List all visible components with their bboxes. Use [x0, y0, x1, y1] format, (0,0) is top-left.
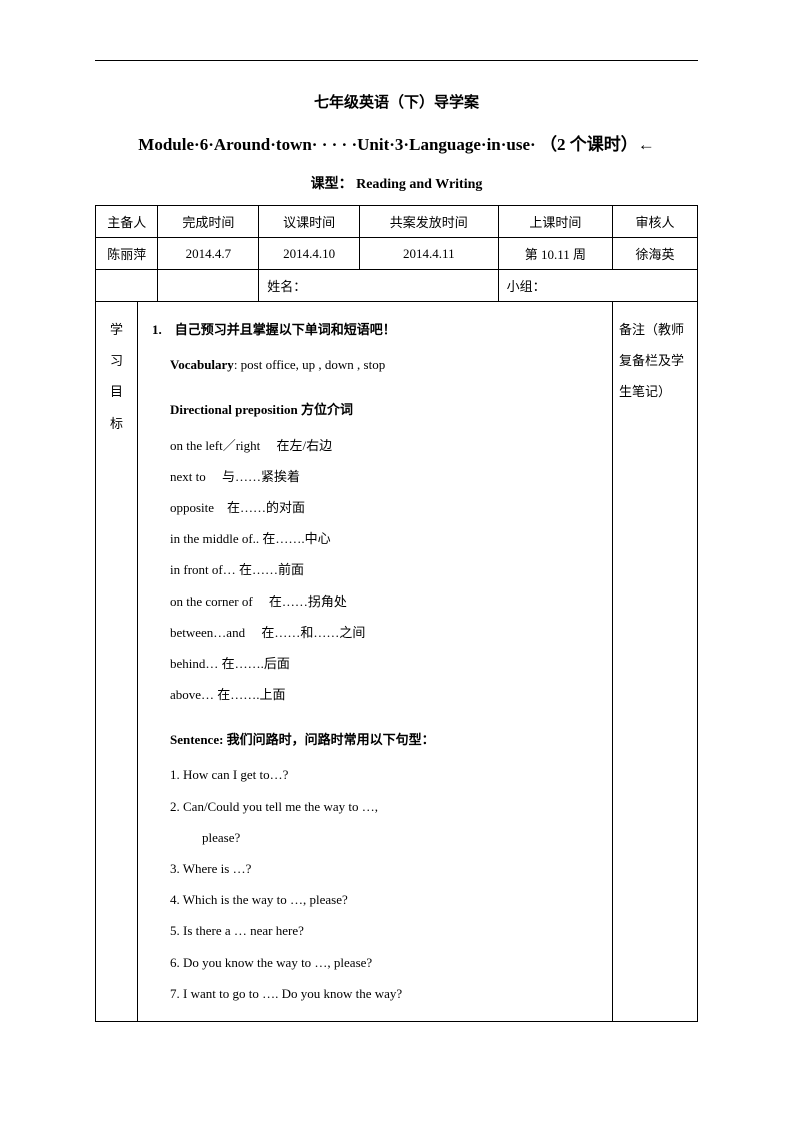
table-data-row: 陈丽萍 2014.4.7 2014.4.10 2014.4.11 第 10.11…	[96, 238, 698, 270]
header-class-time: 上课时间	[498, 206, 612, 238]
sentence-0: 1. How can I get to…?	[152, 759, 602, 790]
data-preparer: 陈丽萍	[96, 238, 158, 270]
header-preparer: 主备人	[96, 206, 158, 238]
course-type-label: 课型：	[311, 177, 353, 192]
prep-line-5: on the corner of 在……拐角处	[152, 586, 602, 617]
prep-line-3: in the middle of.. 在…….中心	[152, 523, 602, 554]
sentence-7: 7. I want to go to …. Do you know the wa…	[152, 978, 602, 1009]
prep-line-6: between…and 在……和……之间	[152, 617, 602, 648]
data-reviewer: 徐海英	[613, 238, 698, 270]
notes-line-1: 备注（教师	[619, 314, 691, 345]
data-complete-time: 2014.4.7	[158, 238, 259, 270]
prep-line-2: opposite 在……的对面	[152, 492, 602, 523]
sentence-1: 2. Can/Could you tell me the way to …,	[152, 791, 602, 822]
data-discuss-time: 2014.4.10	[259, 238, 360, 270]
header-discuss-time: 议课时间	[259, 206, 360, 238]
vocab-label: Vocabulary	[170, 357, 234, 372]
main-table: 主备人 完成时间 议课时间 共案发放时间 上课时间 审核人 陈丽萍 2014.4…	[95, 205, 698, 1022]
header-release-time: 共案发放时间	[359, 206, 498, 238]
sentence-5: 5. Is there a … near here?	[152, 915, 602, 946]
data-release-time: 2014.4.11	[359, 238, 498, 270]
content-heading-2: Directional preposition 方位介词	[152, 394, 602, 425]
header-complete-time: 完成时间	[158, 206, 259, 238]
prep-line-7: behind… 在…….后面	[152, 648, 602, 679]
vlabel-1: 学	[104, 314, 129, 345]
data-class-time: 第 10.11 周	[498, 238, 612, 270]
notes-line-3: 生笔记）	[619, 376, 691, 407]
prep-line-0: on the left／right 在左/右边	[152, 430, 602, 461]
vlabel-4: 标	[104, 408, 129, 439]
header-reviewer: 审核人	[613, 206, 698, 238]
table-name-row: 姓名： 小组：	[96, 270, 698, 302]
sentence-2: please?	[152, 822, 602, 853]
notes-line-2: 复备栏及学	[619, 345, 691, 376]
notes-cell: 备注（教师 复备栏及学 生笔记）	[613, 302, 698, 1022]
page-title: 七年级英语（下）导学案	[95, 91, 698, 112]
table-header-row: 主备人 完成时间 议课时间 共案发放时间 上课时间 审核人	[96, 206, 698, 238]
vlabel-3: 目	[104, 376, 129, 407]
table-content-row: 学 习 目 标 1. 自己预习并且掌握以下单词和短语吧！ Vocabulary:…	[96, 302, 698, 1022]
name-label: 姓名：	[259, 270, 498, 302]
prep-line-1: next to 与……紧挨着	[152, 461, 602, 492]
vocab-text: : post office, up , down , stop	[234, 357, 385, 372]
vocab-line: Vocabulary: post office, up , down , sto…	[152, 349, 602, 380]
course-type: 课型： Reading and Writing	[95, 173, 698, 193]
sentence-4: 4. Which is the way to …, please?	[152, 884, 602, 915]
prep-line-8: above… 在…….上面	[152, 679, 602, 710]
sentence-3: 3. Where is …?	[152, 853, 602, 884]
sentence-6: 6. Do you know the way to …, please?	[152, 947, 602, 978]
prep-line-4: in front of… 在……前面	[152, 554, 602, 585]
group-label: 小组：	[498, 270, 697, 302]
sentence-heading: Sentence: 我们问路时，问路时常用以下句型：	[152, 724, 602, 755]
vlabel-2: 习	[104, 345, 129, 376]
top-rule	[95, 60, 698, 61]
course-type-value: Reading and Writing	[356, 177, 482, 192]
module-title: Module·6·Around·town· · · · ·Unit·3·Lang…	[95, 130, 698, 155]
content-heading-1: 1. 自己预习并且掌握以下单词和短语吧！	[152, 314, 602, 345]
vertical-label-cell: 学 习 目 标	[96, 302, 138, 1022]
content-cell: 1. 自己预习并且掌握以下单词和短语吧！ Vocabulary: post of…	[138, 302, 613, 1022]
empty-cell-1	[96, 270, 158, 302]
empty-cell-2	[158, 270, 259, 302]
